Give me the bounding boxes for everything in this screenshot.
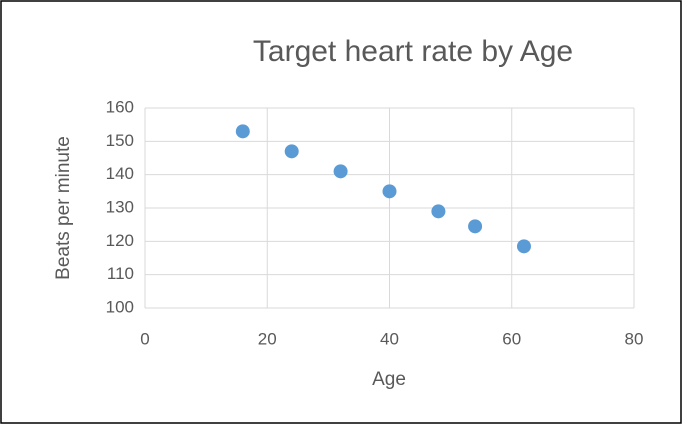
y-tick-label: 100 — [106, 297, 134, 316]
y-tick-label: 130 — [106, 197, 134, 216]
point — [516, 239, 531, 254]
point — [284, 144, 299, 159]
point — [333, 164, 348, 179]
y-tick-label: 140 — [106, 164, 134, 183]
point — [235, 124, 250, 139]
y-tick-label: 110 — [107, 264, 134, 283]
y-tick-label: 120 — [106, 231, 134, 250]
x-axis-label: Age — [372, 369, 406, 390]
y-axis-label: Beats per minute — [53, 136, 74, 280]
point — [468, 219, 483, 234]
x-tick-label: 0 — [140, 329, 149, 348]
y-tick-label: 150 — [106, 131, 134, 150]
x-tick-label: 20 — [258, 329, 277, 348]
x-tick-label: 60 — [502, 329, 521, 348]
point — [382, 184, 397, 199]
point — [431, 204, 446, 219]
y-tick-label: 160 — [106, 97, 134, 116]
x-tick-label: 40 — [380, 329, 399, 348]
x-tick-label: 80 — [625, 329, 644, 348]
chart-title: Target heart rate by Age — [253, 35, 573, 68]
